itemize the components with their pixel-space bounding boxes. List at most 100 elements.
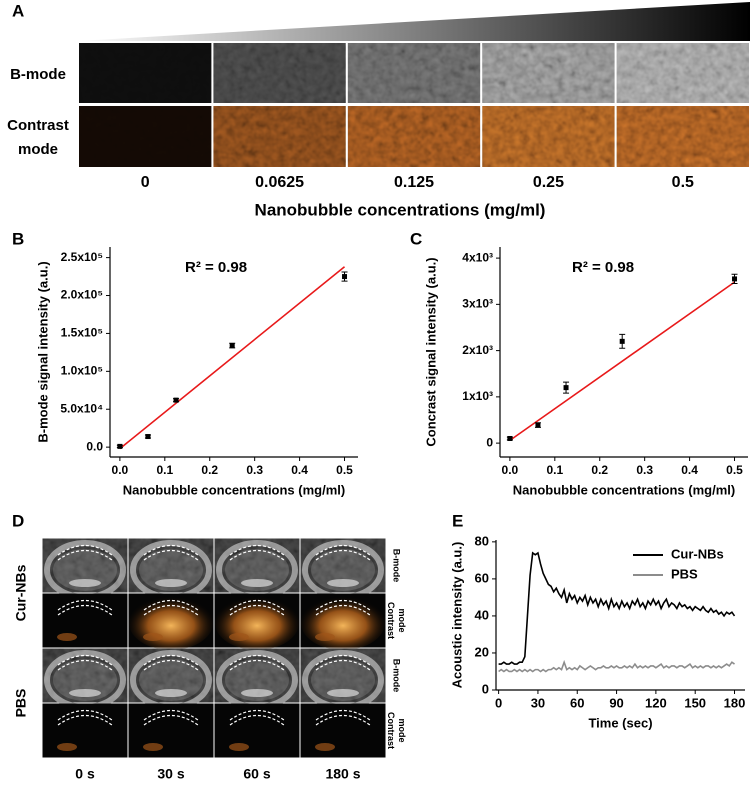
x-axis-label: Nanobubble concentrations (mg/ml) xyxy=(513,482,735,497)
speckle xyxy=(616,106,749,167)
roi-arc xyxy=(57,604,113,616)
residual-signal xyxy=(229,633,249,641)
residual-signal xyxy=(229,743,249,751)
roi-arc xyxy=(229,709,285,721)
roi-arc xyxy=(229,714,285,726)
y-axis-label: Acoustic intensity (a.u.) xyxy=(449,542,464,689)
y-tick-label: 0.0 xyxy=(86,439,103,453)
residual-signal xyxy=(143,633,163,641)
series-line xyxy=(498,659,735,673)
y-tick-label: 0 xyxy=(486,435,493,449)
midline xyxy=(241,689,273,697)
residual-signal xyxy=(143,743,163,751)
panel-letter: A xyxy=(12,1,24,20)
y-tick-label: 5.0x10⁴ xyxy=(60,401,103,415)
y-tick-label: 80 xyxy=(475,533,489,548)
concentration-wedge xyxy=(78,2,750,41)
x-tick-label: 0.5 xyxy=(726,463,743,477)
y-tick-label: 4x10³ xyxy=(462,250,493,264)
legend-label: Cur-NBs xyxy=(671,546,724,561)
mode-label: B-mode xyxy=(392,659,402,693)
group-label: Cur-NBs xyxy=(13,564,29,621)
roi-arc xyxy=(57,659,113,671)
annotation: R² = 0.98 xyxy=(572,259,634,276)
panel-letter: B xyxy=(12,229,24,248)
column-label: 0.0625 xyxy=(255,174,304,191)
row-label: B-mode xyxy=(10,66,66,83)
midline xyxy=(155,579,187,587)
row-label: mode xyxy=(18,141,58,158)
x-tick-label: 0.3 xyxy=(636,463,653,477)
midline xyxy=(327,689,359,697)
row-label: Contrast xyxy=(7,117,69,134)
speckle xyxy=(482,43,615,103)
legend-label: PBS xyxy=(671,566,698,581)
group-label: PBS xyxy=(13,689,29,718)
roi-arc xyxy=(143,599,199,611)
ultrasound-image xyxy=(128,703,214,758)
panel-letter: C xyxy=(410,229,422,248)
y-tick-label: 0 xyxy=(482,681,489,696)
y-axis-label: Concrast signal intensity (a.u.) xyxy=(423,257,438,446)
ultrasound-image xyxy=(214,703,300,758)
fit-line xyxy=(509,281,735,442)
time-label: 30 s xyxy=(157,766,184,782)
x-tick-label: 90 xyxy=(609,695,623,710)
data-point xyxy=(173,397,179,403)
mode-label: mode xyxy=(397,718,407,742)
midline xyxy=(155,689,187,697)
midline xyxy=(327,579,359,587)
x-tick-label: 60 xyxy=(570,695,584,710)
time-label: 0 s xyxy=(75,766,95,782)
y-tick-label: 1.5x10⁵ xyxy=(61,326,103,340)
ultrasound-image xyxy=(42,593,128,648)
speckle xyxy=(482,106,615,167)
data-point xyxy=(563,385,569,391)
residual-signal xyxy=(315,743,335,751)
speckle xyxy=(79,43,212,103)
data-point xyxy=(229,343,235,349)
roi-arc xyxy=(143,544,199,556)
roi-arc xyxy=(315,654,371,666)
panel-letter: D xyxy=(12,511,24,530)
x-axis-label: Nanobubble concentrations (mg/ml) xyxy=(123,482,345,497)
roi-arc xyxy=(143,604,199,616)
data-point xyxy=(117,443,123,449)
x-tick-label: 0.3 xyxy=(246,463,263,477)
annotation: R² = 0.98 xyxy=(185,259,247,276)
data-point xyxy=(145,434,151,440)
roi-arc xyxy=(315,659,371,671)
x-tick-label: 0.2 xyxy=(591,463,608,477)
x-tick-label: 180 xyxy=(724,695,746,710)
contrast-glow xyxy=(215,596,299,650)
y-tick-label: 20 xyxy=(475,644,489,659)
contrast-glow xyxy=(301,596,385,650)
roi-arc xyxy=(143,714,199,726)
speckle xyxy=(616,43,749,103)
roi-arc xyxy=(57,599,113,611)
mode-label: Contrast xyxy=(386,602,396,639)
midline xyxy=(241,579,273,587)
column-label: 0 xyxy=(141,174,150,191)
data-point xyxy=(342,274,348,280)
roi-arc xyxy=(229,654,285,666)
y-tick-label: 3x10³ xyxy=(462,297,493,311)
x-tick-label: 0 xyxy=(495,695,502,710)
ultrasound-image xyxy=(300,703,386,758)
y-tick-label: 2.5x10⁵ xyxy=(61,250,103,264)
roi-arc xyxy=(57,709,113,721)
contrast-glow xyxy=(129,596,213,650)
speckle xyxy=(347,106,481,167)
roi-arc xyxy=(315,709,371,721)
y-tick-label: 1.0x10⁵ xyxy=(61,364,103,378)
roi-arc xyxy=(143,549,199,561)
fit-line xyxy=(119,266,346,450)
data-point xyxy=(732,276,738,282)
y-tick-label: 1x10³ xyxy=(462,389,493,403)
roi-arc xyxy=(143,659,199,671)
y-tick-label: 60 xyxy=(475,570,489,585)
time-label: 180 s xyxy=(325,766,360,782)
x-tick-label: 0.2 xyxy=(201,463,218,477)
x-tick-label: 0.0 xyxy=(112,463,129,477)
x-tick-label: 120 xyxy=(645,695,667,710)
